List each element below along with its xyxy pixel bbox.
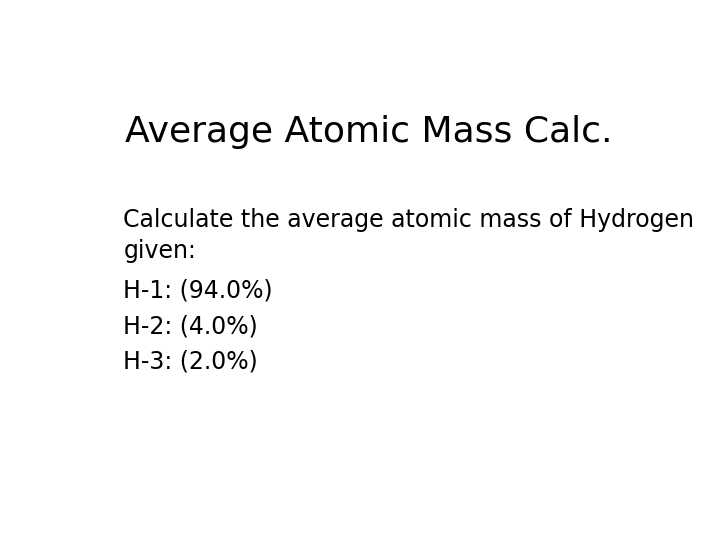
Text: H-1: (94.0%): H-1: (94.0%) xyxy=(124,279,273,303)
Text: Average Atomic Mass Calc.: Average Atomic Mass Calc. xyxy=(125,114,613,148)
Text: H-2: (4.0%): H-2: (4.0%) xyxy=(124,314,258,338)
Text: given:: given: xyxy=(124,239,197,264)
Text: H-3: (2.0%): H-3: (2.0%) xyxy=(124,349,258,374)
Text: Calculate the average atomic mass of Hydrogen: Calculate the average atomic mass of Hyd… xyxy=(124,208,695,232)
